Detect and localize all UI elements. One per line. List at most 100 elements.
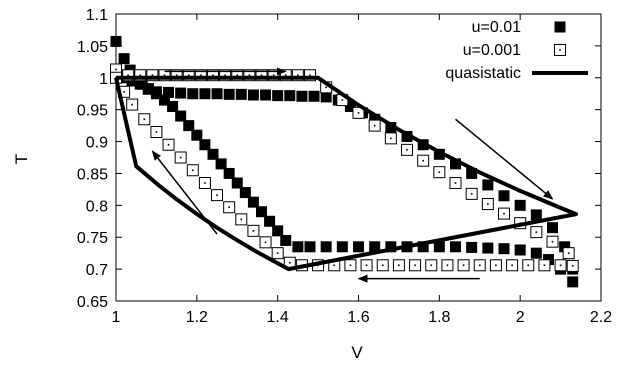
- data-point-u0001: [376, 259, 389, 272]
- data-point-u0001: [243, 69, 256, 82]
- marker-dot: [236, 74, 239, 77]
- data-point-u001: [215, 158, 227, 170]
- marker-dot: [414, 264, 416, 267]
- y-tick-label: 1: [99, 71, 108, 88]
- marker-dot: [284, 74, 287, 77]
- data-point-u001: [514, 199, 526, 211]
- data-point-u0001: [126, 98, 139, 111]
- plot-border: [115, 13, 602, 302]
- marker-dot: [212, 74, 214, 77]
- data-point-u0001: [562, 247, 575, 260]
- data-point-u001: [239, 187, 251, 199]
- data-point-u0001: [247, 224, 260, 237]
- marker-dot: [175, 74, 178, 77]
- x-tick-label: 1.2: [186, 309, 208, 326]
- x-tick-label: 1: [112, 309, 121, 326]
- data-point-u0001: [259, 236, 272, 249]
- data-point-u001: [191, 129, 203, 141]
- y-tick-label: 0.65: [77, 294, 108, 311]
- data-point-u001: [256, 206, 267, 218]
- data-point-u0001: [481, 198, 494, 211]
- marker-dot: [200, 74, 202, 77]
- legend-label: u=0.001: [463, 42, 521, 59]
- data-point-u001: [320, 241, 332, 253]
- data-point-u0001: [174, 151, 187, 164]
- marker-dot: [430, 264, 433, 267]
- marker-dot: [163, 74, 166, 77]
- data-point-u0001: [498, 207, 510, 220]
- marker-dot: [478, 264, 481, 267]
- marker-dot: [341, 99, 344, 101]
- marker-dot: [446, 264, 449, 267]
- y-tick-label: 0.9: [86, 135, 108, 152]
- marker-dot: [272, 74, 275, 77]
- data-point-u0001: [489, 259, 502, 272]
- data-point-u0001: [304, 69, 316, 82]
- data-point-u001: [272, 225, 284, 237]
- annotation-arrows: [151, 67, 554, 283]
- marker-dot: [495, 264, 497, 267]
- marker-dot: [187, 74, 190, 77]
- data-point-u001: [308, 90, 320, 102]
- data-point-u0001: [291, 69, 304, 82]
- marker-dot: [123, 91, 125, 93]
- data-point-u001: [134, 78, 146, 90]
- data-point-u001: [353, 241, 364, 253]
- legend-sample-marker: [554, 44, 566, 56]
- data-point-u0001: [473, 259, 486, 272]
- data-point-u001: [450, 158, 461, 170]
- data-point-u001: [175, 87, 187, 99]
- legend-sample-marker: [554, 21, 566, 33]
- data-point-u0001: [194, 69, 207, 82]
- marker-dot: [288, 261, 291, 264]
- marker-dot: [349, 264, 352, 267]
- marker-dot: [390, 137, 392, 140]
- data-point-u001: [175, 110, 187, 122]
- marker-dot: [535, 231, 538, 233]
- data-point-u001: [159, 94, 170, 106]
- y-tick-label: 0.95: [77, 103, 108, 120]
- marker-dot: [151, 74, 154, 77]
- data-point-u001: [247, 196, 259, 208]
- marker-dot: [454, 182, 457, 184]
- marker-dot: [325, 86, 327, 89]
- data-point-u001: [482, 242, 494, 254]
- data-point-u001: [150, 88, 162, 100]
- data-point-u001: [320, 91, 332, 103]
- marker-dot: [115, 68, 117, 71]
- data-point-u001: [304, 241, 316, 253]
- data-point-u0001: [150, 125, 163, 138]
- data-point-u0001: [441, 259, 454, 272]
- data-point-u001: [183, 120, 195, 132]
- marker-dot: [216, 194, 218, 196]
- data-point-u001: [296, 90, 308, 102]
- y-tick-label: 1.05: [77, 39, 108, 56]
- data-point-u0001: [219, 69, 232, 82]
- data-point-u001: [247, 89, 259, 101]
- data-point-u001: [385, 241, 397, 253]
- marker-dot: [357, 112, 360, 114]
- data-point-u001: [482, 179, 494, 191]
- marker-dot: [252, 230, 255, 232]
- data-point-u001: [223, 167, 235, 179]
- data-point-u001: [567, 276, 579, 288]
- data-point-u001: [118, 53, 130, 65]
- y-tick-label: 0.7: [86, 262, 108, 279]
- marker-dot: [240, 218, 243, 221]
- marker-dot: [264, 241, 267, 244]
- marker-dot: [406, 149, 408, 151]
- legend-label: quasistatic: [445, 65, 521, 82]
- data-point-u0001: [146, 69, 159, 82]
- data-point-u001: [235, 88, 247, 100]
- data-point-u001: [498, 190, 510, 202]
- data-point-u001: [336, 241, 348, 253]
- data-point-u0001: [186, 164, 199, 177]
- marker-dot: [204, 182, 206, 184]
- x-axis-title: V: [351, 343, 363, 362]
- data-point-u0001: [235, 213, 248, 226]
- marker-dot: [167, 143, 170, 146]
- marker-dot: [487, 203, 489, 205]
- data-point-u0001: [538, 259, 551, 272]
- data-point-u001: [369, 113, 381, 125]
- data-point-u0001: [344, 259, 357, 272]
